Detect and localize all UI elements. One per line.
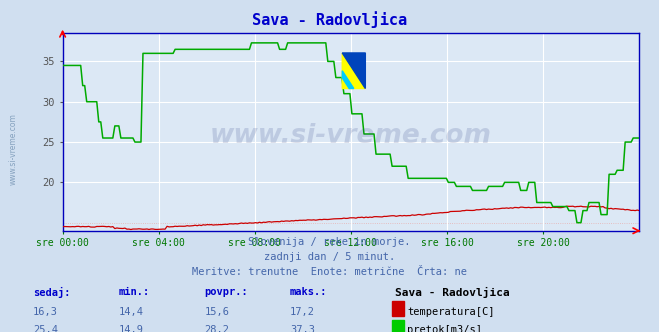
Text: povpr.:: povpr.:	[204, 287, 248, 297]
Text: maks.:: maks.:	[290, 287, 328, 297]
Text: pretok[m3/s]: pretok[m3/s]	[407, 325, 482, 332]
Text: 37,3: 37,3	[290, 325, 315, 332]
Text: 14,9: 14,9	[119, 325, 144, 332]
Text: 25,4: 25,4	[33, 325, 58, 332]
Text: 28,2: 28,2	[204, 325, 229, 332]
Polygon shape	[342, 53, 365, 89]
Text: 16,3: 16,3	[33, 307, 58, 317]
Text: 14,4: 14,4	[119, 307, 144, 317]
Text: Slovenija / reke in morje.: Slovenija / reke in morje.	[248, 237, 411, 247]
Text: Meritve: trenutne  Enote: metrične  Črta: ne: Meritve: trenutne Enote: metrične Črta: …	[192, 267, 467, 277]
Text: temperatura[C]: temperatura[C]	[407, 307, 495, 317]
Text: Sava - Radovljica: Sava - Radovljica	[252, 12, 407, 29]
Text: 17,2: 17,2	[290, 307, 315, 317]
Text: 15,6: 15,6	[204, 307, 229, 317]
Text: zadnji dan / 5 minut.: zadnji dan / 5 minut.	[264, 252, 395, 262]
Text: Sava - Radovljica: Sava - Radovljica	[395, 287, 510, 298]
Polygon shape	[342, 71, 354, 89]
Text: min.:: min.:	[119, 287, 150, 297]
Text: sedaj:: sedaj:	[33, 287, 71, 298]
Text: www.si-vreme.com: www.si-vreme.com	[210, 123, 492, 149]
Text: www.si-vreme.com: www.si-vreme.com	[9, 114, 18, 185]
Polygon shape	[342, 53, 365, 89]
